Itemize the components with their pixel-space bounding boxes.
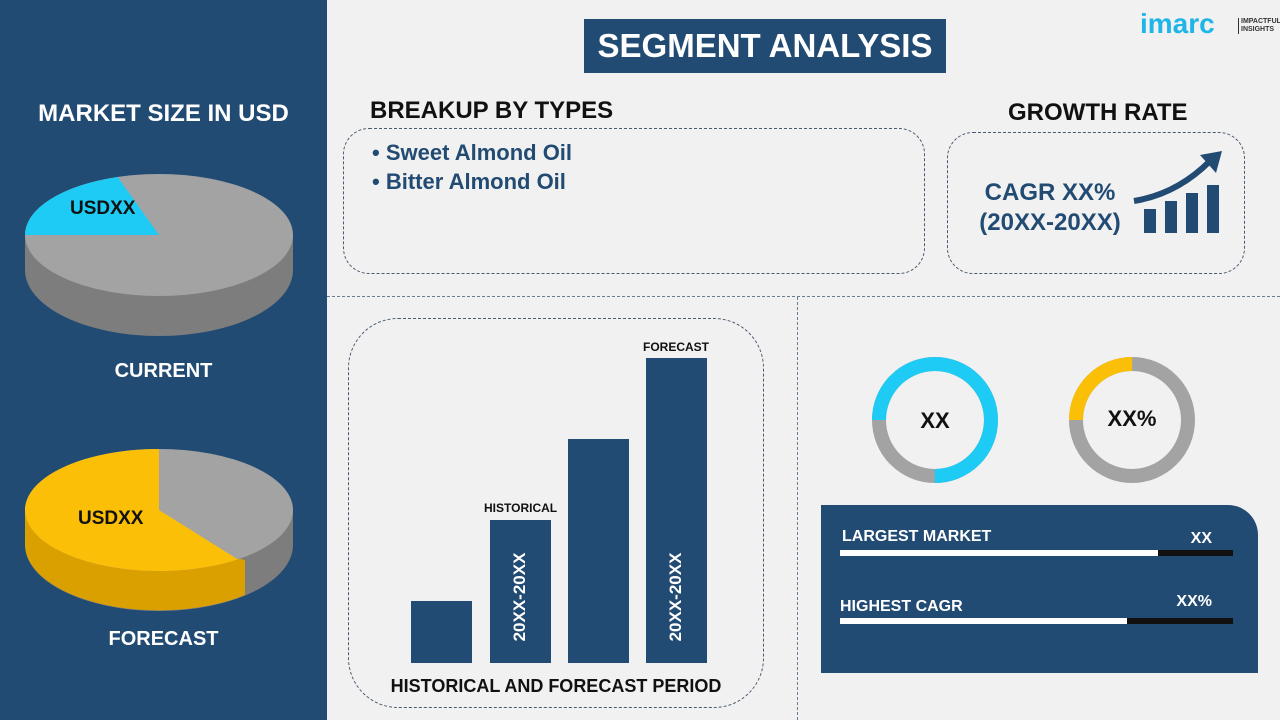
imarc-logo: imarc IMPACTFUL INSIGHTS [1140,8,1280,40]
cagr-text: CAGR XX% (20XX-20XX) [979,179,1121,236]
current-value: USDXX [70,198,136,219]
left-panel: MARKET SIZE IN USD USDXX CURRENT USDXX F… [0,0,327,720]
largest-market-bar [840,550,1233,556]
highest-cagr-bar [840,618,1233,624]
forecast-period: 20XX-20XX [666,552,685,642]
historical-label: HISTORICAL [484,501,558,515]
chart-xlabel: HISTORICAL AND FORECAST PERIOD [390,676,722,696]
highest-cagr-label: HIGHEST CAGR [840,598,963,615]
largest-market-value: XX [1190,530,1212,547]
donut-1-value: XX [920,408,950,433]
divider [327,296,1280,297]
forecast-pie-slice [24,449,238,571]
highest-cagr-value: XX% [1176,593,1212,610]
market-size-heading: MARKET SIZE IN USD [38,100,289,127]
growth-heading: GROWTH RATE [1008,99,1188,126]
bar [568,438,629,663]
donut-2 [1069,357,1195,483]
bar [646,358,707,663]
current-pie [25,174,293,336]
current-label: CURRENT [114,360,213,382]
growth-chart-icon [1133,151,1222,233]
logo-text: imarc [1140,8,1215,39]
forecast-label: FORECAST [108,628,219,650]
forecast-label: FORECAST [643,340,709,354]
forecast-pie [24,449,293,611]
historical-period: 20XX-20XX [510,552,529,642]
donuts [872,357,1195,483]
donut-fill [872,357,998,483]
donut-1 [872,357,998,483]
donut-fill [1069,357,1195,483]
breakup-item: • Bitter Almond Oil [372,169,566,194]
stats-panel: LARGEST MARKET XX HIGHEST CAGR XX% [821,505,1258,673]
breakup-heading: BREAKUP BY TYPES [370,97,614,124]
bar [490,519,551,663]
forecast-value: USDXX [78,508,144,529]
breakup-box: • Sweet Almond Oil • Bitter Almond Oil [343,128,925,274]
growth-box: CAGR XX% (20XX-20XX) [947,132,1245,274]
breakup-item: • Sweet Almond Oil [372,140,573,165]
divider [797,297,798,720]
page-title: SEGMENT ANALYSIS [584,19,946,73]
current-pie-slice [25,176,159,235]
donut-2-value: XX% [1107,406,1157,431]
bar-chart-box [348,318,764,708]
largest-market-label: LARGEST MARKET [842,528,992,545]
bar [411,600,472,663]
logo-tagline: IMPACTFUL INSIGHTS [1238,18,1280,34]
